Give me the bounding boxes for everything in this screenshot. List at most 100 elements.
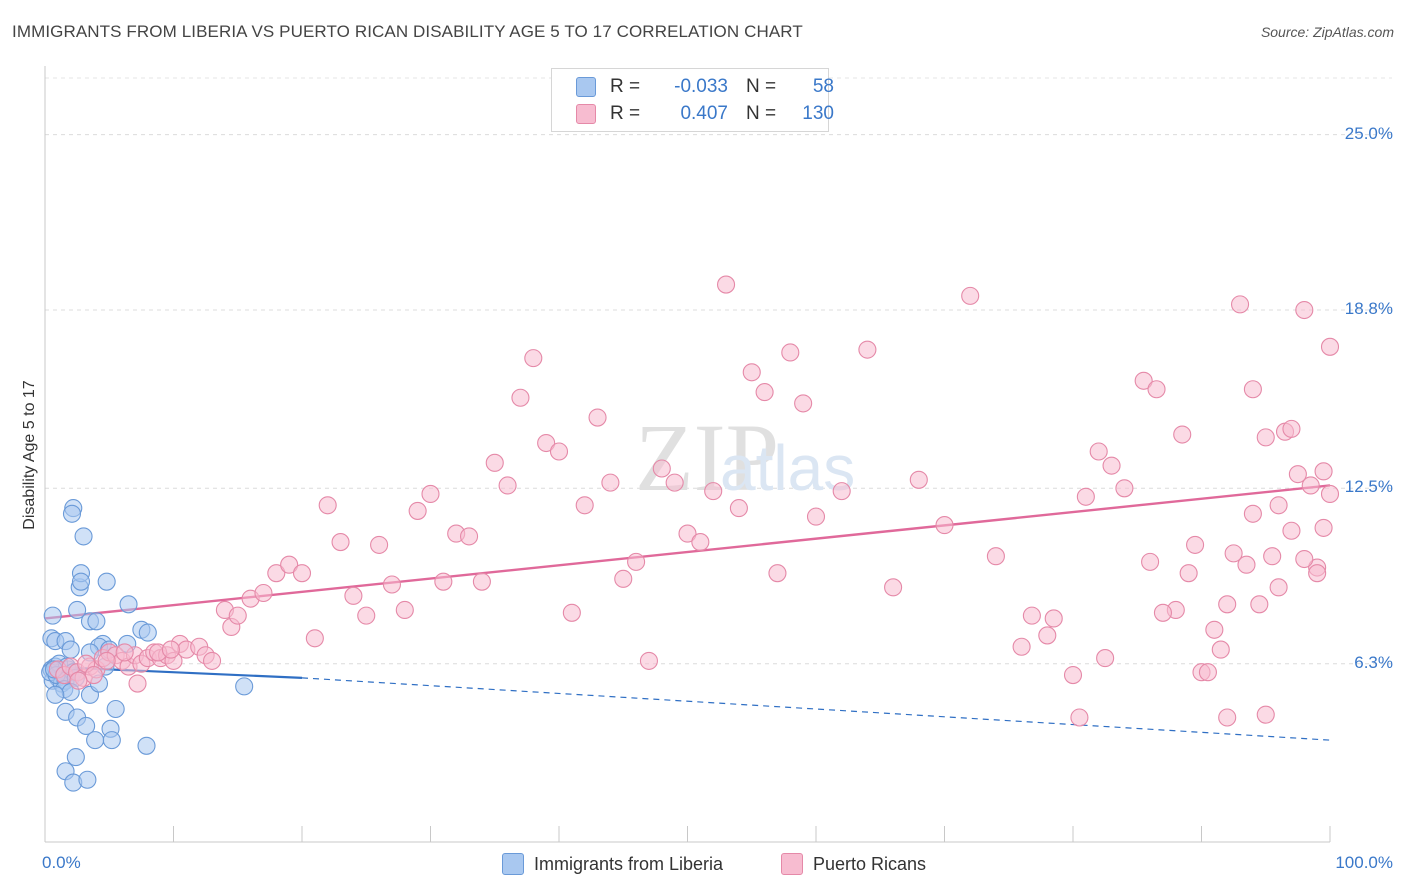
- liberia-point: [77, 716, 96, 736]
- puerto-rican-point: [1301, 476, 1320, 495]
- legend-row-liberia: R = -0.033 N = 58: [576, 76, 834, 98]
- chart-title: IMMIGRANTS FROM LIBERIA VS PUERTO RICAN …: [12, 22, 803, 41]
- stats-legend: R = -0.033 N = 58 R = 0.407 N = 130: [551, 68, 834, 132]
- puerto-rican-point: [292, 564, 312, 583]
- puerto-rican-point: [832, 482, 851, 501]
- axes: [44, 66, 1331, 843]
- puerto-rican-point: [1141, 552, 1160, 571]
- puerto-rican-point: [1269, 578, 1288, 597]
- puerto-rican-point: [511, 388, 530, 407]
- puerto-rican-point: [1012, 637, 1031, 656]
- puerto-rican-point: [524, 349, 543, 368]
- puerto-rican-point: [1250, 595, 1269, 614]
- puerto-rican-point: [716, 275, 736, 294]
- puerto-rican-point: [1224, 544, 1243, 563]
- puerto-rican-point: [161, 640, 180, 659]
- legend-swatch: [576, 104, 596, 124]
- puerto-rican-point: [69, 671, 88, 690]
- liberia-point: [137, 736, 156, 755]
- puerto-rican-point: [1179, 564, 1198, 583]
- puerto-rican-point: [704, 482, 723, 501]
- x-tick-label-max: 100.0%: [1335, 853, 1393, 872]
- puerto-rican-point: [485, 453, 504, 472]
- puerto-rican-point: [305, 629, 324, 648]
- puerto-rican-point: [1231, 295, 1250, 314]
- puerto-rican-point: [1211, 640, 1230, 659]
- puerto-rican-point: [1096, 649, 1115, 668]
- puerto-rican-point: [562, 603, 581, 622]
- puerto-rican-point: [639, 651, 659, 670]
- legend-swatch: [502, 853, 524, 875]
- r-value: 0.407: [680, 103, 728, 124]
- liberia-point: [43, 606, 62, 625]
- puerto-rican-point: [678, 524, 697, 543]
- puerto-rican-point: [537, 433, 556, 453]
- puerto-rican-point: [1256, 705, 1275, 724]
- liberia-point: [66, 748, 85, 767]
- puerto-rican-point: [768, 564, 787, 583]
- puerto-rican-point: [1295, 549, 1314, 569]
- puerto-rican-point: [1218, 595, 1237, 614]
- puerto-rican-point: [1314, 518, 1333, 537]
- puerto-rican-point: [115, 643, 134, 662]
- puerto-rican-point: [344, 586, 363, 605]
- puerto-rican-point: [228, 606, 247, 625]
- liberia-point: [62, 504, 82, 523]
- legend-label: Puerto Ricans: [813, 853, 927, 874]
- puerto-rican-point: [909, 470, 928, 489]
- puerto-rican-point: [1205, 620, 1224, 639]
- liberia-point: [119, 595, 138, 614]
- puerto-rican-point: [1063, 666, 1083, 685]
- puerto-rican-point: [1308, 564, 1327, 583]
- puerto-rican-point: [1070, 708, 1089, 727]
- puerto-rican-point: [1243, 504, 1262, 523]
- puerto-rican-point: [434, 572, 453, 591]
- puerto-rican-point: [1115, 479, 1134, 498]
- puerto-rican-point: [1173, 425, 1192, 444]
- liberia-point: [46, 685, 65, 704]
- puerto-rican-point: [128, 674, 147, 693]
- legend-label: Immigrants from Liberia: [534, 853, 724, 874]
- puerto-rican-point: [627, 552, 646, 571]
- puerto-rican-point: [370, 535, 389, 554]
- watermark-atlas: atlas: [720, 432, 855, 504]
- legend-swatch: [781, 853, 803, 875]
- puerto-rican-point: [1269, 496, 1288, 515]
- puerto-rican-point: [986, 547, 1005, 566]
- puerto-rican-point: [1089, 442, 1108, 461]
- y-tick-label: 18.8%: [1344, 299, 1393, 319]
- puerto-rican-point: [794, 394, 813, 413]
- puerto-rican-point: [742, 363, 761, 382]
- puerto-rican-point: [1134, 371, 1153, 390]
- legend-row-puerto-ricans: R = 0.407 N = 130: [576, 103, 834, 125]
- puerto-rican-point: [280, 555, 299, 574]
- puerto-rican-point: [1320, 484, 1340, 504]
- puerto-rican-point: [858, 340, 877, 359]
- n-value: 130: [802, 103, 834, 124]
- y-tick-label: 25.0%: [1344, 123, 1393, 143]
- liberia-point: [138, 623, 157, 642]
- puerto-rican-point: [1102, 456, 1121, 475]
- liberia-point: [106, 699, 125, 719]
- puerto-rican-point: [1198, 663, 1217, 682]
- puerto-rican-point: [614, 569, 633, 588]
- x-tick-label-min: 0.0%: [42, 853, 81, 872]
- puerto-rican-point: [575, 496, 594, 515]
- puerto-rican-point: [331, 533, 350, 552]
- puerto-rican-point: [97, 651, 116, 670]
- puerto-rican-point: [1186, 535, 1205, 554]
- r-label: R =: [610, 103, 641, 124]
- puerto-rican-point: [884, 578, 903, 597]
- puerto-rican-point: [1243, 380, 1262, 399]
- n-value: 58: [812, 76, 834, 97]
- puerto-rican-point: [318, 496, 337, 515]
- puerto-rican-point: [459, 527, 479, 546]
- r-value: -0.033: [674, 76, 728, 97]
- puerto-rican-point: [549, 442, 569, 461]
- puerto-rican-point: [665, 473, 684, 492]
- puerto-rican-point: [1320, 337, 1340, 356]
- source-label: Source: ZipAtlas.com: [1260, 24, 1394, 40]
- liberia-point: [74, 527, 93, 546]
- puerto-rican-point: [1038, 626, 1057, 645]
